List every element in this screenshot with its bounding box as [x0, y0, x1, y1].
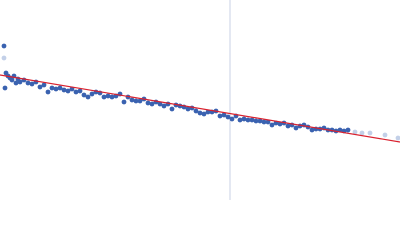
data-point	[41, 82, 47, 88]
data-point	[217, 113, 223, 119]
data-point	[265, 119, 271, 125]
data-point	[221, 112, 227, 118]
data-point	[45, 89, 51, 95]
data-point	[359, 130, 365, 136]
data-point	[85, 94, 91, 100]
data-point	[25, 80, 31, 86]
data-point	[9, 77, 15, 83]
data-point	[145, 100, 151, 106]
chart	[0, 0, 400, 200]
data-point	[109, 94, 115, 100]
data-point	[269, 122, 275, 128]
data-point	[49, 85, 55, 91]
data-point	[185, 106, 191, 112]
data-point	[193, 108, 199, 114]
data-point	[137, 98, 143, 104]
data-point	[345, 127, 351, 133]
data-point	[77, 88, 83, 94]
data-point	[201, 111, 207, 117]
data-point	[293, 125, 299, 131]
data-point	[229, 116, 235, 122]
data-point	[249, 117, 255, 123]
data-point	[13, 80, 19, 86]
data-point	[61, 87, 67, 93]
data-point	[1, 43, 7, 49]
data-point	[121, 99, 127, 105]
data-point	[261, 119, 267, 125]
data-point	[81, 92, 87, 98]
data-point	[53, 86, 59, 92]
data-point	[285, 123, 291, 129]
data-point	[101, 94, 107, 100]
data-point	[277, 121, 283, 127]
data-point	[161, 103, 167, 109]
data-point	[205, 109, 211, 115]
data-point	[129, 97, 135, 103]
data-point	[105, 93, 111, 99]
data-point	[245, 117, 251, 123]
data-point	[37, 84, 43, 90]
data-point	[382, 132, 388, 138]
data-point	[133, 98, 139, 104]
data-point	[241, 116, 247, 122]
data-point	[149, 101, 155, 107]
data-point	[197, 110, 203, 116]
data-point	[309, 127, 315, 133]
data-point	[89, 91, 95, 97]
data-point	[225, 114, 231, 120]
data-point	[17, 79, 23, 85]
fit-line	[0, 74, 400, 143]
data-point	[169, 106, 175, 112]
data-point	[157, 101, 163, 107]
data-point	[395, 135, 400, 141]
data-point	[29, 81, 35, 87]
data-point	[352, 129, 358, 135]
data-point	[2, 85, 8, 91]
data-point	[73, 89, 79, 95]
data-point	[1, 55, 7, 61]
data-point	[237, 117, 243, 123]
data-point	[65, 88, 71, 94]
data-point	[367, 130, 373, 136]
data-point	[57, 85, 63, 91]
data-point	[257, 118, 263, 124]
data-point	[253, 118, 259, 124]
